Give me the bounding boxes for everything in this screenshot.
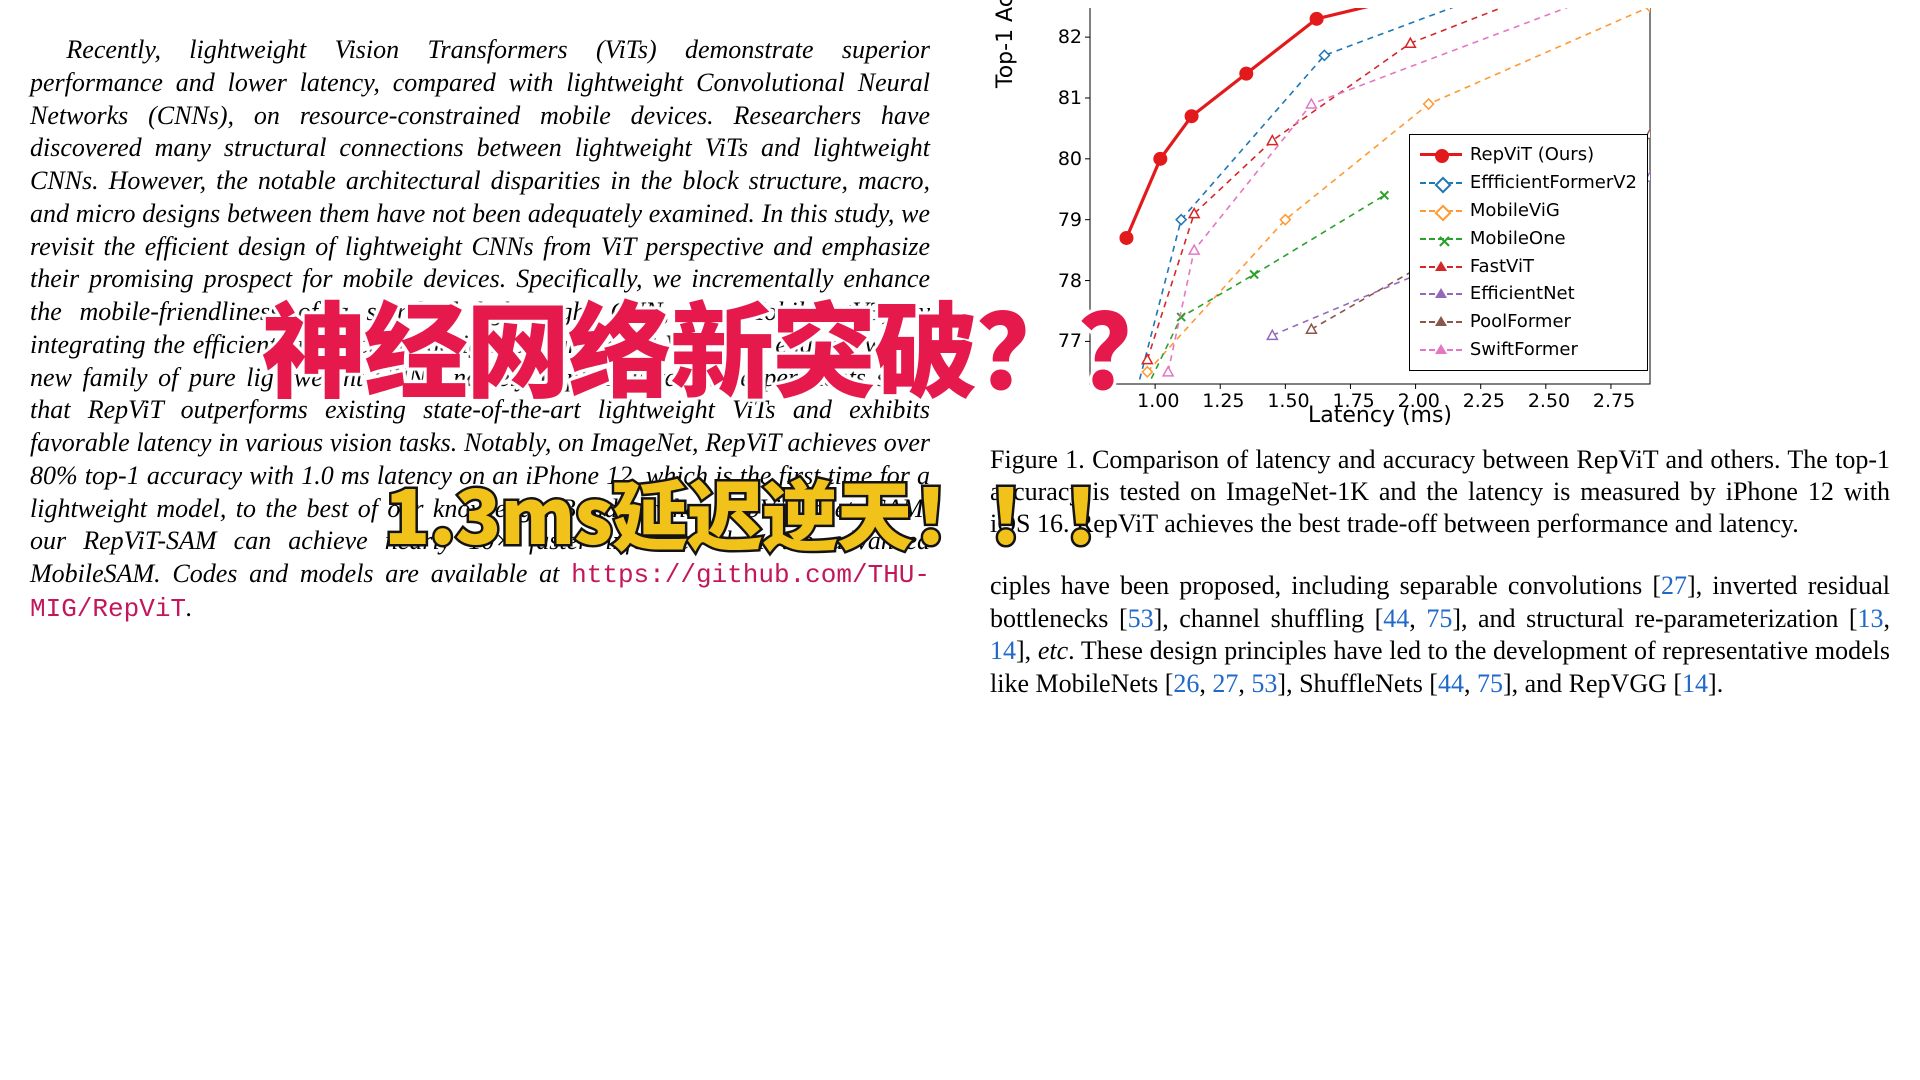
x-tick-label: 2.00	[1398, 390, 1440, 414]
y-axis-label: Top-1 Accuracy (%)	[992, 0, 1020, 88]
y-tick-label: 80	[1058, 148, 1082, 172]
citation[interactable]: 53	[1128, 604, 1154, 633]
citation[interactable]: 44	[1438, 669, 1464, 698]
y-tick-label: 81	[1058, 87, 1082, 111]
legend-label: MobileOne	[1470, 225, 1566, 253]
citation[interactable]: 75	[1477, 669, 1503, 698]
legend-label: EffficientFormerV2	[1470, 169, 1637, 197]
legend-item: MobileViG	[1420, 197, 1637, 225]
citation[interactable]: 26	[1173, 669, 1199, 698]
legend: RepViT (Ours)EffficientFormerV2MobileViG…	[1409, 134, 1648, 371]
citation[interactable]: 75	[1426, 604, 1452, 633]
citation[interactable]: 53	[1251, 669, 1277, 698]
legend-label: SwiftFormer	[1470, 336, 1578, 364]
citation[interactable]: 13	[1858, 604, 1884, 633]
legend-item: SwiftFormer	[1420, 336, 1637, 364]
legend-label: PoolFormer	[1470, 308, 1571, 336]
x-tick-label: 1.75	[1332, 390, 1374, 414]
legend-label: FastViT	[1470, 253, 1534, 281]
legend-item: RepViT (Ours)	[1420, 141, 1637, 169]
x-tick-label: 1.25	[1202, 390, 1244, 414]
overlay-headline-1: 神经网络新突破？？	[262, 268, 1180, 419]
citation[interactable]: 14	[990, 636, 1016, 665]
legend-label: RepViT (Ours)	[1470, 141, 1594, 169]
legend-item: FastViT	[1420, 253, 1637, 281]
legend-item: EfficientNet	[1420, 280, 1637, 308]
x-tick-label: 2.25	[1463, 390, 1505, 414]
overlay-headline-2: 1.3ms延迟逆天！！！	[384, 456, 1137, 566]
citation[interactable]: 27	[1661, 571, 1687, 600]
x-tick-label: 2.75	[1593, 390, 1635, 414]
citation[interactable]: 44	[1383, 604, 1409, 633]
legend-item: EffficientFormerV2	[1420, 169, 1637, 197]
y-tick-label: 79	[1058, 209, 1082, 233]
citation[interactable]: 27	[1212, 669, 1238, 698]
legend-item: ×MobileOne	[1420, 225, 1637, 253]
x-tick-label: 2.50	[1528, 390, 1570, 414]
body-paragraph: ciples have been proposed, including sep…	[990, 570, 1890, 701]
x-tick-label: 1.50	[1267, 390, 1309, 414]
abstract-after: .	[186, 593, 193, 622]
legend-label: MobileViG	[1470, 197, 1560, 225]
legend-item: PoolFormer	[1420, 308, 1637, 336]
citation[interactable]: 14	[1682, 669, 1708, 698]
y-tick-label: 82	[1058, 26, 1082, 50]
legend-label: EfficientNet	[1470, 280, 1575, 308]
